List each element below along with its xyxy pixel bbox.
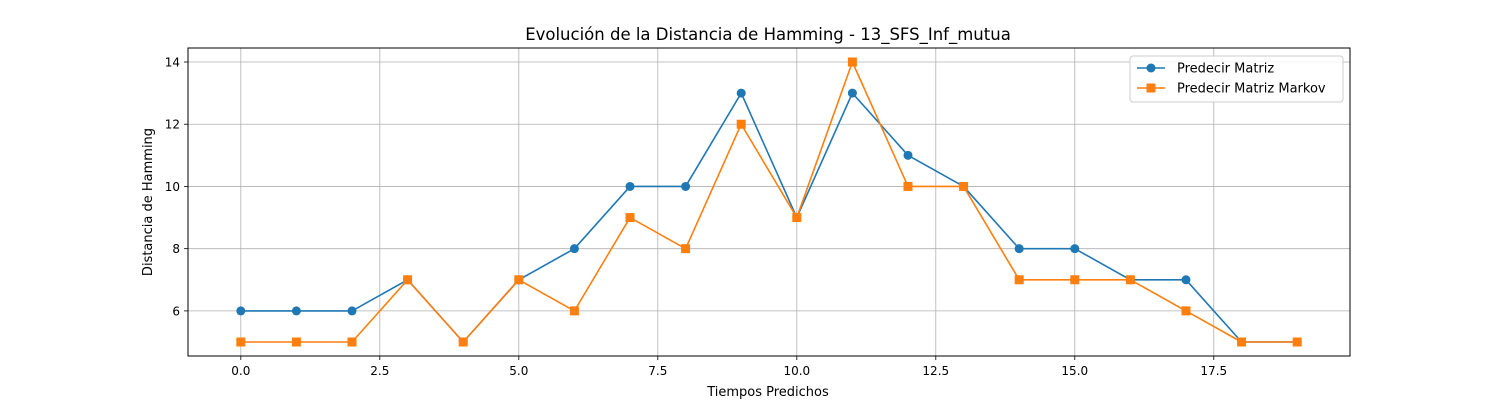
data-point-square xyxy=(403,275,413,285)
data-point-square xyxy=(792,213,802,223)
data-point-circle xyxy=(1070,244,1080,254)
data-point-circle xyxy=(625,181,635,191)
data-point-square xyxy=(291,337,301,347)
legend-label: Predecir Matriz xyxy=(1177,62,1274,77)
data-point-square xyxy=(1237,337,1247,347)
data-point-square xyxy=(1014,275,1024,285)
x-tick-label: 15.0 xyxy=(1061,364,1088,378)
legend-item: Predecir Matriz xyxy=(1137,62,1274,77)
data-point-square xyxy=(903,181,913,191)
legend-marker-circle xyxy=(1146,63,1156,73)
x-tick-label: 12.5 xyxy=(922,364,949,378)
x-tick-label: 5.0 xyxy=(509,364,528,378)
data-point-square xyxy=(1181,306,1191,316)
y-tick-label: 14 xyxy=(165,56,180,70)
data-point-square xyxy=(1070,275,1080,285)
data-point-circle xyxy=(236,306,246,316)
data-point-square xyxy=(458,337,468,347)
legend-box xyxy=(1129,55,1344,103)
legend-item: Predecir Matriz Markov xyxy=(1137,82,1326,97)
data-point-circle xyxy=(847,88,857,98)
data-point-circle xyxy=(347,306,357,316)
plot-area-frame xyxy=(187,47,1351,357)
data-point-circle xyxy=(1014,244,1024,254)
series-2 xyxy=(236,57,1302,347)
series-layer xyxy=(236,57,1302,347)
data-point-circle xyxy=(736,88,746,98)
data-point-circle xyxy=(903,150,913,160)
chart-title: Evolución de la Distancia de Hamming - 1… xyxy=(525,25,1011,45)
data-point-square xyxy=(847,57,857,67)
legend-marker-square xyxy=(1146,83,1156,93)
legend: Predecir Matriz Predecir Matriz Markov xyxy=(1129,55,1344,103)
data-point-square xyxy=(1292,337,1302,347)
x-tick-label: 10.0 xyxy=(783,364,810,378)
data-point-square xyxy=(959,181,969,191)
data-point-square xyxy=(514,275,524,285)
data-point-circle xyxy=(569,244,579,254)
data-point-circle xyxy=(291,306,301,316)
y-tick-label: 12 xyxy=(165,118,180,132)
data-point-square xyxy=(736,119,746,129)
x-tick-label: 0.0 xyxy=(231,364,250,378)
data-point-circle xyxy=(681,181,691,191)
data-point-square xyxy=(236,337,246,347)
x-tick-label: 2.5 xyxy=(370,364,389,378)
series-line xyxy=(240,61,1298,343)
y-tick-label: 6 xyxy=(172,304,180,318)
axes: 0.0 2.5 5.0 7.5 10.0 12.5 15.0 17.5 6 8 10 12 14 xyxy=(165,56,1227,379)
data-point-square xyxy=(681,244,691,254)
legend-label: Predecir Matriz Markov xyxy=(1177,82,1326,97)
data-point-square xyxy=(347,337,357,347)
x-tick-label: 7.5 xyxy=(648,364,667,378)
x-axis-label: Tiempos Predichos xyxy=(706,385,829,400)
y-axis-label: Distancia de Hamming xyxy=(141,128,156,276)
data-point-square xyxy=(569,306,579,316)
y-tick-label: 10 xyxy=(165,180,180,194)
data-point-square xyxy=(1125,275,1135,285)
data-point-circle xyxy=(1181,275,1191,285)
data-point-square xyxy=(625,213,635,223)
x-tick-label: 17.5 xyxy=(1200,364,1227,378)
y-tick-label: 8 xyxy=(172,242,180,256)
